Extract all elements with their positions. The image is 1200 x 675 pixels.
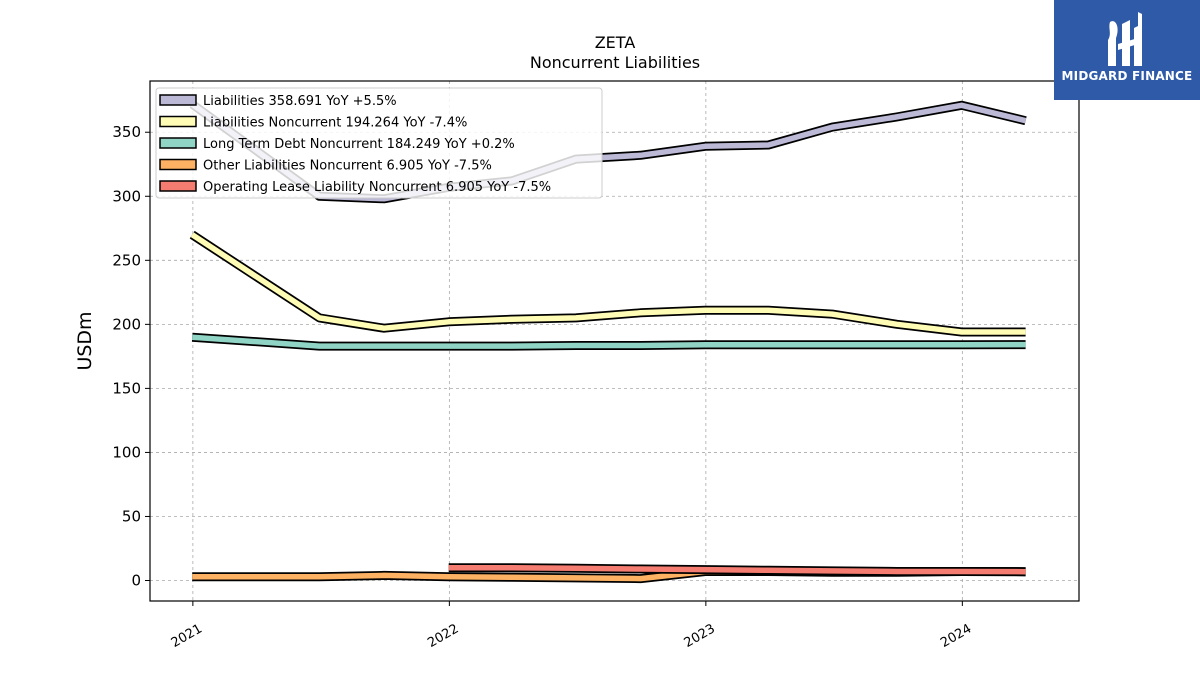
chart-title: ZETA xyxy=(595,33,636,52)
x-tick-label: 2023 xyxy=(682,621,718,651)
legend-swatch-other_liabilities_noncurrent xyxy=(159,158,197,171)
x-tick-label: 2024 xyxy=(938,621,974,651)
x-tick-label: 2021 xyxy=(169,621,205,651)
series-long_term_debt_noncurrent xyxy=(191,332,1026,351)
series-liabilities xyxy=(189,100,1027,204)
legend-swatch-liabilities xyxy=(159,94,197,106)
legend-label-other_liabilities_noncurrent: Other Liabilities Noncurrent 6.905 YoY -… xyxy=(203,159,492,174)
series-line xyxy=(192,334,1026,349)
legend-swatch-operating_lease_liability_noncurrent xyxy=(159,180,197,192)
y-tick-label: 100 xyxy=(112,443,141,461)
legend-label-operating_lease_liability_noncurrent: Operating Lease Liability Noncurrent 6.9… xyxy=(203,180,551,195)
series-operating_lease_liability_noncurrent xyxy=(448,563,1026,577)
y-tick-label: 250 xyxy=(112,251,141,269)
y-tick-label: 50 xyxy=(122,507,141,525)
series-liabilities_noncurrent xyxy=(189,230,1026,337)
series-line xyxy=(448,564,1026,575)
y-tick-label: 350 xyxy=(112,123,141,141)
y-tick-label: 200 xyxy=(112,315,141,333)
legend: Liabilities 358.691 YoY +5.5% Liabilities… xyxy=(155,87,603,199)
x-tick-label: 2022 xyxy=(425,621,461,651)
midgard-finance-logo: MIDGARD FINANCE xyxy=(1054,0,1200,100)
legend-label-liabilities: Liabilities 358.691 YoY +5.5% xyxy=(203,94,397,109)
y-tick-label: 0 xyxy=(131,572,141,590)
plot-frame xyxy=(149,80,1080,602)
legend-frame xyxy=(155,87,603,199)
legend-swatch-liabilities_noncurrent xyxy=(159,115,197,128)
legend-label-long_term_debt_noncurrent: Long Term Debt Noncurrent 184.249 YoY +0… xyxy=(203,137,515,152)
series-line xyxy=(190,101,1027,202)
brand-name: MIDGARD FINANCE xyxy=(1061,69,1193,83)
chart-subtitle: Noncurrent Liabilities xyxy=(530,53,700,72)
y-tick-label: 150 xyxy=(112,379,141,397)
legend-label-liabilities_noncurrent: Liabilities Noncurrent 194.264 YoY -7.4% xyxy=(203,116,467,131)
legend-items: Liabilities 358.691 YoY +5.5% Liabilities… xyxy=(159,94,551,195)
series-layer xyxy=(189,100,1027,584)
y-axis-label: USDm xyxy=(74,311,96,370)
y-tick-label: 300 xyxy=(112,187,141,205)
midgard-logo-icon xyxy=(1108,12,1142,66)
legend-swatch-long_term_debt_noncurrent xyxy=(159,137,197,149)
series-line xyxy=(190,232,1026,335)
